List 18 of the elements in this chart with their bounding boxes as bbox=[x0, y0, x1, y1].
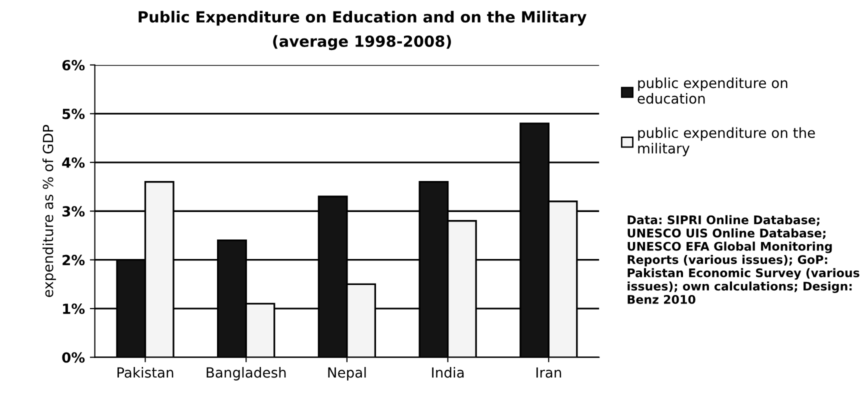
x-tick-label: Bangladesh bbox=[206, 367, 286, 380]
y-tick-label: 0% bbox=[62, 352, 85, 363]
legend-label: public expenditure on the military bbox=[638, 127, 815, 156]
y-tick-label: 6% bbox=[62, 60, 85, 70]
chart-title: Public Expenditure on Education and on the Military bbox=[138, 10, 586, 26]
y-tick-label: 2% bbox=[62, 254, 85, 266]
x-tick-label: India bbox=[432, 367, 464, 378]
x-tick-label: Pakistan bbox=[118, 367, 174, 378]
x-tick-label: Iran bbox=[536, 367, 562, 378]
x-tick-label: Nepal bbox=[328, 367, 366, 380]
y-tick-label: 4% bbox=[62, 157, 85, 168]
y-axis-title: expenditure as % of GDP bbox=[42, 124, 56, 298]
text: Data: SIPRI Online Database; UNESCO UIS Online Database; UNESCO EFA Global Monitoring Reports (various issues); GoP: Pakistan Economic Survey (various issues); own calculations; Design: Benz 2010 bbox=[628, 215, 860, 304]
y-tick-label: 1% bbox=[63, 304, 85, 314]
legend-label: public expenditure on education bbox=[638, 77, 788, 104]
y-tick-label: 5% bbox=[62, 108, 85, 120]
y-tick-label: 3% bbox=[62, 206, 85, 217]
chart-subtitle: (average 1998-2008) bbox=[273, 35, 451, 50]
